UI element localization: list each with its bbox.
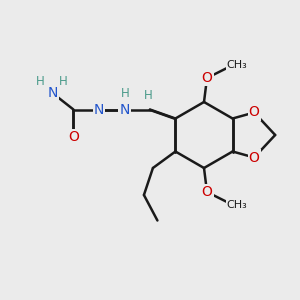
Text: N: N <box>94 103 104 116</box>
Text: H: H <box>121 87 129 101</box>
Text: CH₃: CH₃ <box>226 200 248 211</box>
Text: H: H <box>144 88 153 102</box>
Text: H: H <box>35 75 44 88</box>
Text: O: O <box>249 151 260 164</box>
Text: O: O <box>202 71 212 85</box>
Text: N: N <box>47 86 58 100</box>
Text: O: O <box>68 130 79 144</box>
Text: H: H <box>58 75 67 88</box>
Text: O: O <box>249 106 260 119</box>
Text: N: N <box>119 103 130 116</box>
Text: O: O <box>202 185 212 199</box>
Text: CH₃: CH₃ <box>226 59 248 70</box>
